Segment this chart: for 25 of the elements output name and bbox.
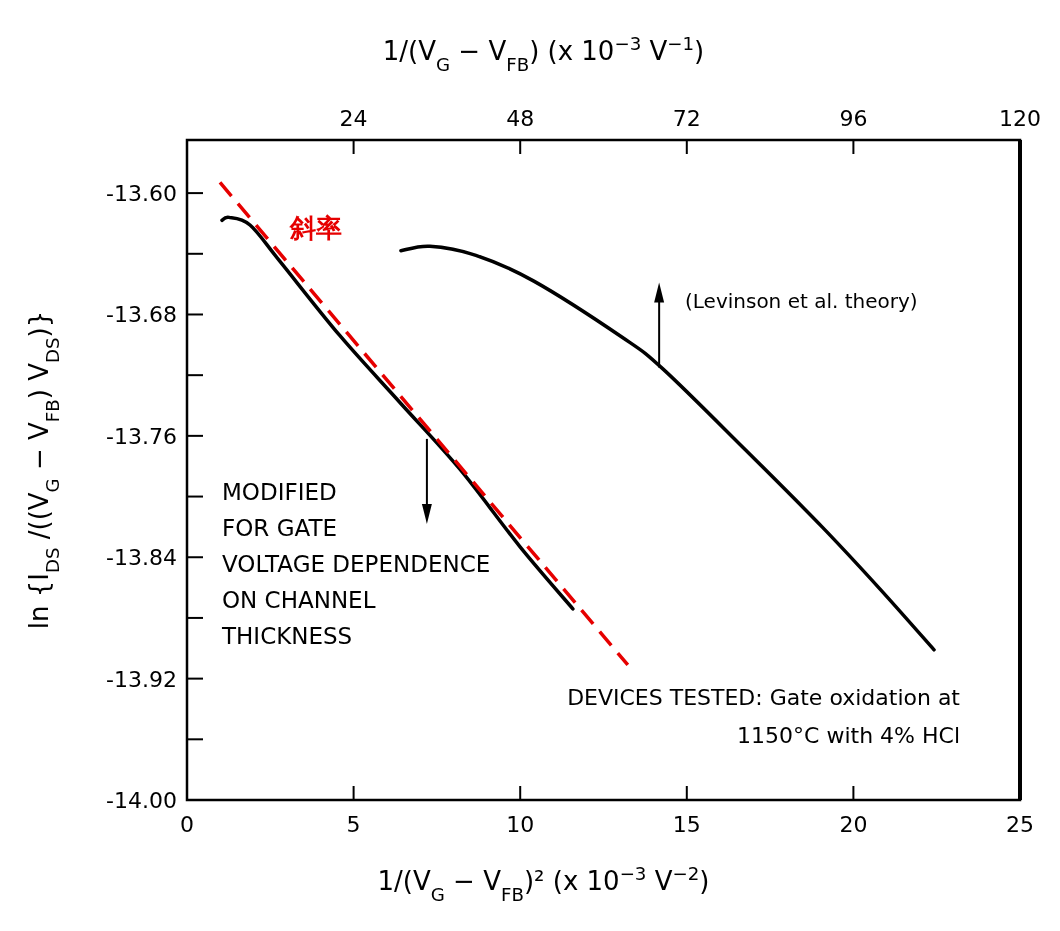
- x2-tick-label: 24: [339, 106, 368, 131]
- y-tick-label: -13.68: [106, 302, 177, 328]
- y-tick-label: -13.92: [106, 666, 177, 692]
- x-tick-label: 5: [346, 812, 361, 837]
- series-label: 斜率: [288, 213, 342, 244]
- annotation: DEVICES TESTED: Gate oxidation at 1150°C with 4% HCl: [567, 685, 960, 748]
- y-tick-label: -13.76: [106, 423, 177, 449]
- x-tick-label: 25: [1006, 812, 1034, 837]
- y-tick-label: -14.00: [106, 788, 177, 813]
- annotation: MODIFIED FOR GATE VOLTAGE DEPENDENCE ON CHANNEL THICKNESS: [222, 437, 491, 649]
- x2-tick-label: 72: [672, 106, 701, 131]
- y-tick-label: -13.84: [106, 545, 177, 571]
- annotation: (Levinson et al. theory): [654, 282, 918, 369]
- x2-tick-label: 96: [839, 106, 868, 131]
- text: 1/(V$_{G}$ − V$_{FB}$)² (x 10$^{−3}$ V$^{−2}$): [377, 862, 710, 905]
- annotation: MODIFIED FOR GATE VOLTAGE DEPENDENCE ON CHANNEL THICKNESS: [221, 479, 491, 649]
- y-tick-label: -13.60: [106, 181, 177, 207]
- x2-tick-label: 120: [999, 106, 1041, 131]
- annotation: (Levinson et al. theory): [685, 289, 918, 313]
- x-tick-label: 10: [506, 812, 535, 837]
- x-tick-label: 15: [672, 812, 701, 837]
- x2-tick-label: 48: [506, 106, 535, 131]
- x-tick-label: 0: [180, 812, 194, 837]
- x-tick-label: 20: [839, 812, 868, 837]
- text: 1/(V$_{G}$ − V$_{FB}$) (x 10$^{−3}$ V$^{−1}$): [382, 32, 705, 75]
